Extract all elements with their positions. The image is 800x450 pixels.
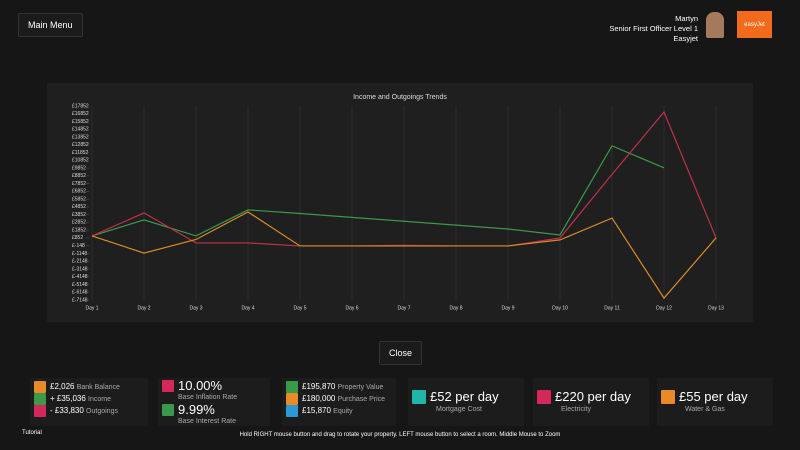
x-tick-label: Day 5 [293,305,306,311]
income-label: Income [88,396,112,404]
outgoings-label: Outgoings [86,408,118,416]
avatar [706,12,724,38]
chart-title: Income and Outgoings Trends [353,94,447,101]
x-tick-label: Day 8 [449,305,462,311]
y-tick-label: £-3148 [72,266,88,272]
purchase-label: Purchase Price [337,396,386,404]
profile: Martyn Senior First Officer Level 1 Easy… [609,14,698,44]
y-tick-label: £16852 [72,111,89,117]
electricity-label: Electricity [561,406,591,413]
y-tick-label: £6852 [72,189,86,195]
player-name: Martyn [675,14,698,23]
y-tick-label: £14852 [72,127,89,133]
water-card: £55 per day Water & Gas [657,378,773,426]
mortgage-label: Mortgage Cost [436,406,482,413]
series-line [91,211,717,300]
property: £195,870 [302,382,336,392]
y-tick-label: £-148 [72,243,85,249]
player-airline: Easyjet [673,34,698,43]
balance-label: Bank Balance [76,384,120,392]
x-tick-label: Day 6 [345,305,358,311]
x-tick-label: Day 3 [189,305,202,311]
x-tick-label: Day 11 [604,305,620,311]
property-card: £195,870 Property Value £180,000 Purchas… [282,378,396,426]
y-tick-label: £-6148 [72,290,88,296]
y-tick-label: £17852 [72,103,89,109]
interest-label: Base Interest Rate [178,418,236,426]
y-tick-label: £9852 [72,165,86,171]
series-line [91,110,717,247]
close-button[interactable]: Close [379,341,423,365]
y-tick-label: £11852 [72,150,89,156]
electricity: £220 per day [555,389,631,404]
outgoings: - £33,830 [50,406,84,416]
y-tick-label: £8852 [72,173,86,179]
y-tick-label: £1852 [72,227,86,233]
x-tick-label: Day 9 [501,305,514,311]
electricity-card: £220 per day Electricity [533,378,649,426]
airline-logo: easyJet [737,11,772,38]
purchase: £180,000 [302,394,336,404]
hint: Hold RIGHT mouse button and drag to rota… [239,432,561,438]
property-label: Property Value [337,384,384,392]
y-tick-label: £852 [72,235,83,241]
y-tick-label: £-7148 [72,297,88,303]
y-tick-label: £7852 [72,181,86,187]
y-tick-label: £-1148 [72,251,87,257]
chart-panel [47,83,753,322]
y-tick-label: £2852 [72,220,86,226]
tutorial[interactable]: Tutorial [22,430,42,436]
x-tick-label: Day 10 [552,305,568,311]
balance: £2,026 [50,382,75,392]
x-tick-label: Day 4 [241,305,254,311]
y-tick-label: £12852 [72,142,89,148]
x-tick-label: Day 2 [137,305,150,311]
series-line [91,145,665,237]
x-tick-label: Day 13 [708,305,724,311]
y-tick-label: £-2148 [72,259,88,265]
x-tick-label: Day 1 [85,305,98,311]
rates-card: 10.00% Base Inflation Rate 9.99% Base In… [158,378,270,426]
y-tick-label: £4852 [72,204,86,210]
y-tick-label: £10852 [72,158,89,164]
y-tick-label: £13852 [72,134,89,140]
equity: £15,870 [302,406,331,416]
y-tick-label: £3852 [72,212,86,218]
mortgage: £52 per day [430,389,499,404]
finance-card: £2,026 Bank Balance + £35,036 Income - £… [30,378,148,426]
income: + £35,036 [50,394,86,404]
x-tick-label: Day 7 [397,305,410,311]
inflation-label: Base Inflation Rate [178,394,238,402]
y-tick-label: £15852 [72,119,89,125]
inflation: 10.00% [178,378,223,394]
y-tick-label: £-4148 [72,274,88,280]
x-tick-label: Day 12 [656,305,672,311]
water-label: Water & Gas [685,406,725,413]
y-tick-label: £5852 [72,196,86,202]
equity-label: Equity [333,408,353,416]
water: £55 per day [679,389,748,404]
mortgage-card: £52 per day Mortgage Cost [408,378,524,426]
main-menu-button[interactable]: Main Menu [18,13,83,37]
y-tick-label: £-5148 [72,282,88,288]
player-rank: Senior First Officer Level 1 [609,24,698,33]
interest: 9.99% [178,402,215,418]
